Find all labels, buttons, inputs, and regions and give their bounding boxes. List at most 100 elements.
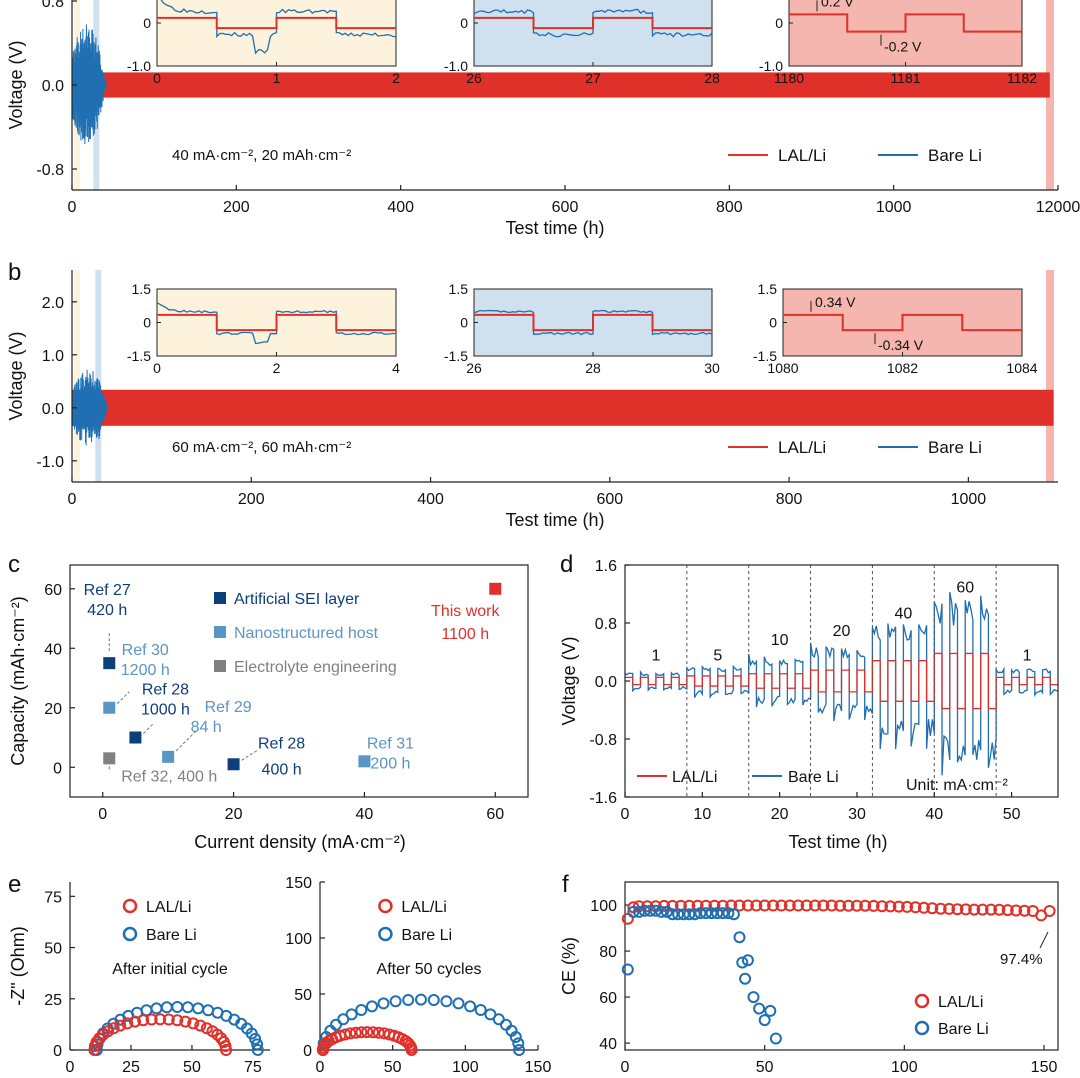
impedance-point-bare-li — [366, 1000, 378, 1013]
point-sublabel: 400 h — [262, 761, 302, 778]
impedance-point-bare-li — [402, 994, 415, 1006]
y-tick-label: 0 — [53, 1043, 62, 1060]
legend-label-bare-li: Bare Li — [146, 927, 197, 944]
x-tick-label: 800 — [716, 199, 743, 216]
impedance-point-bare-li — [345, 1008, 358, 1021]
lal-li-trace — [72, 72, 1050, 98]
legend-label-lal-li: LAL/Li — [778, 146, 826, 165]
y-tick-label: 1.0 — [42, 348, 64, 365]
legend-marker-lal-li — [378, 898, 393, 914]
x-axis-label: Test time (h) — [505, 218, 604, 238]
impedance-point-lal-li — [162, 1013, 175, 1026]
x-tick-label: 0 — [98, 806, 107, 823]
ce-point-lal-li — [917, 901, 930, 914]
point-sublabel: 84 h — [191, 719, 222, 736]
legend-label-bare-li: Bare Li — [938, 1021, 989, 1038]
ce-point-lal-li — [909, 901, 922, 914]
legend-marker-lal-li — [122, 898, 138, 914]
inset-x-tick-label: 1180 — [774, 70, 804, 86]
ce-point-bare-li — [716, 907, 729, 920]
y-tick-label: 20 — [44, 701, 62, 718]
inset-y-tick-label: -1.5 — [444, 348, 468, 364]
y-tick-label: -0.8 — [36, 162, 64, 179]
ce-point-bare-li — [700, 907, 712, 920]
y-tick-label: 80 — [599, 944, 617, 961]
inset-x-tick-label: 1182 — [1007, 70, 1037, 86]
x-tick-label: 800 — [776, 491, 803, 508]
x-tick-label: 400 — [417, 491, 444, 508]
x-tick-label: 30 — [848, 806, 866, 823]
y-tick-label: 0 — [53, 760, 62, 777]
ce-point-lal-li — [976, 903, 989, 916]
inset-x-tick-label: 1181 — [890, 70, 920, 86]
point-label: Ref 28 — [258, 735, 305, 752]
x-tick-label: 25 — [122, 1059, 140, 1076]
inset-x-tick-label: 26 — [466, 360, 482, 376]
ce-point-bare-li — [694, 907, 707, 920]
ce-point-bare-li — [627, 905, 640, 918]
unit-note: Unit: mA·cm⁻² — [906, 777, 1008, 794]
y-tick-label: 60 — [44, 582, 62, 599]
ce-point-lal-li — [859, 899, 872, 912]
y-tick-label: 0 — [303, 1043, 312, 1060]
impedance-point-lal-li — [137, 1014, 150, 1027]
point-label: Ref 28 — [142, 682, 189, 699]
ce-point-bare-li — [711, 907, 724, 920]
y-tick-label: 40 — [44, 641, 62, 658]
impedance-point-lal-li — [114, 1019, 127, 1032]
ce-point-bare-li — [621, 963, 634, 976]
inset-x-tick-label: 28 — [585, 360, 601, 376]
lal-li-trace — [72, 389, 1054, 426]
y-tick-label: 0.8 — [595, 616, 617, 633]
x-tick-label: 400 — [387, 199, 414, 216]
ce-point-bare-li — [764, 1004, 777, 1017]
x-tick-label: 50 — [384, 1059, 402, 1076]
legend-label-electrolyte: Electrolyte engineering — [234, 659, 397, 676]
ce-point-lal-li — [733, 899, 746, 912]
inset-lal-li-trace — [157, 16, 396, 30]
x-tick-label: 200 — [223, 199, 250, 216]
impedance-point-bare-li — [150, 1002, 163, 1015]
impedance-point-bare-li — [171, 1001, 184, 1013]
ce-point-bare-li — [753, 1002, 766, 1015]
ce-point-lal-li — [775, 899, 788, 912]
x-tick-label: 40 — [925, 806, 943, 823]
condition-annotation: 40 mA·cm⁻², 20 mAh·cm⁻² — [172, 147, 351, 164]
impedance-point-bare-li — [181, 1001, 194, 1014]
ce-point-lal-li — [926, 902, 939, 915]
y-axis-label: Voltage (V) — [6, 331, 26, 420]
impedance-point-bare-li — [160, 1001, 173, 1014]
x-tick-label: 600 — [596, 491, 623, 508]
y-tick-label: 0.0 — [42, 401, 64, 418]
data-point-this — [489, 582, 502, 595]
x-tick-label: 75 — [244, 1059, 262, 1076]
inset-lal-li-trace — [474, 313, 712, 332]
ce-point-lal-li — [901, 900, 914, 913]
ce-point-bare-li — [688, 908, 701, 921]
annotation-arrow — [1039, 931, 1049, 949]
inset-y-tick-label: 1.5 — [758, 281, 778, 297]
impedance-point-bare-li — [192, 1002, 205, 1015]
impedance-point-bare-li — [427, 994, 440, 1006]
bare-li-trace — [71, 369, 109, 446]
y-tick-label: 0.0 — [42, 78, 64, 95]
x-tick-label: 40 — [356, 806, 374, 823]
ce-point-lal-li — [809, 899, 821, 912]
data-point-host — [103, 701, 116, 714]
ce-point-lal-li — [1043, 905, 1056, 917]
y-tick-label: 1.6 — [595, 558, 617, 575]
rate-label: 1 — [651, 648, 660, 665]
x-tick-label: 0 — [68, 491, 77, 508]
legend-label-sei: Artificial SEI layer — [234, 591, 360, 608]
legend-label-bare-li: Bare Li — [928, 146, 982, 165]
ce-point-bare-li — [758, 1014, 771, 1027]
impedance-point-bare-li — [389, 995, 402, 1008]
ce-point-lal-li — [700, 899, 712, 912]
y-axis-label: Voltage (V) — [559, 636, 579, 725]
legend-marker-bare-li — [378, 926, 393, 942]
impedance-point-lal-li — [405, 1044, 418, 1056]
impedance-point-bare-li — [500, 1018, 512, 1031]
ce-point-lal-li — [842, 899, 855, 912]
y-tick-label: 100 — [285, 931, 312, 948]
